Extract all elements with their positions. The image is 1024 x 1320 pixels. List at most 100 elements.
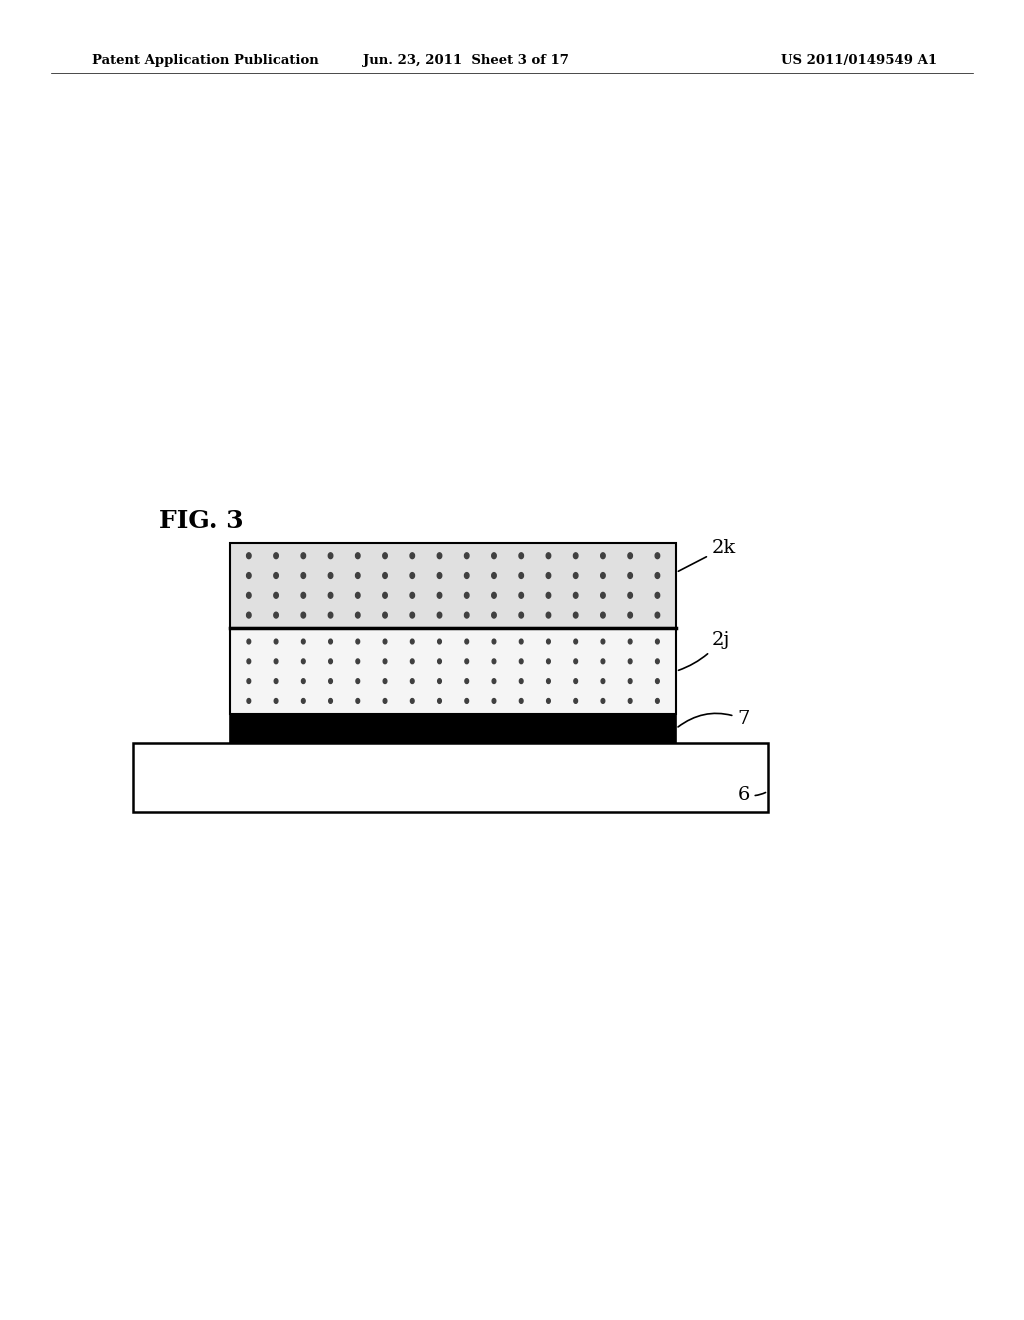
Circle shape [301,553,305,558]
Circle shape [273,593,279,598]
Circle shape [629,678,632,684]
Circle shape [492,593,497,598]
Circle shape [411,678,414,684]
Circle shape [329,639,333,644]
Circle shape [519,659,523,664]
Circle shape [274,639,278,644]
Circle shape [573,698,578,704]
Circle shape [601,698,605,704]
Circle shape [355,573,360,578]
Circle shape [655,612,659,618]
Circle shape [493,678,496,684]
Circle shape [355,553,360,558]
Circle shape [301,612,305,618]
Circle shape [465,698,469,704]
Circle shape [329,553,333,558]
Circle shape [629,698,632,704]
Circle shape [519,593,523,598]
Circle shape [437,639,441,644]
Circle shape [601,659,605,664]
Circle shape [493,659,496,664]
Text: FIG. 3: FIG. 3 [159,510,244,533]
Circle shape [546,573,551,578]
Circle shape [465,639,469,644]
Circle shape [465,553,469,558]
Circle shape [546,553,551,558]
Circle shape [383,553,387,558]
Circle shape [273,573,279,578]
Circle shape [437,553,441,558]
Bar [230,543,676,628]
Circle shape [411,639,414,644]
Circle shape [247,639,251,644]
Circle shape [601,678,605,684]
Circle shape [655,573,659,578]
Circle shape [547,659,550,664]
Circle shape [492,573,497,578]
Circle shape [573,659,578,664]
Circle shape [465,612,469,618]
Circle shape [383,698,387,704]
Circle shape [411,659,414,664]
Circle shape [601,612,605,618]
Circle shape [247,573,251,578]
Circle shape [573,639,578,644]
Circle shape [437,593,441,598]
Circle shape [356,698,359,704]
Circle shape [546,593,551,598]
Circle shape [355,612,360,618]
Circle shape [437,612,441,618]
Circle shape [601,573,605,578]
Circle shape [655,698,659,704]
Circle shape [247,678,251,684]
Circle shape [629,639,632,644]
Circle shape [437,659,441,664]
Circle shape [273,553,279,558]
Circle shape [655,659,659,664]
Circle shape [628,612,633,618]
Circle shape [519,639,523,644]
Circle shape [519,698,523,704]
Text: 2j: 2j [679,631,730,671]
Bar [230,628,676,714]
Circle shape [546,612,551,618]
Circle shape [465,659,469,664]
Circle shape [301,698,305,704]
Circle shape [493,698,496,704]
Circle shape [437,678,441,684]
Text: Jun. 23, 2011  Sheet 3 of 17: Jun. 23, 2011 Sheet 3 of 17 [362,54,569,67]
Circle shape [301,659,305,664]
Circle shape [247,659,251,664]
Circle shape [273,612,279,618]
Circle shape [329,659,333,664]
Circle shape [329,678,333,684]
Circle shape [410,612,415,618]
Circle shape [465,573,469,578]
Circle shape [492,553,497,558]
Circle shape [547,698,550,704]
Circle shape [247,593,251,598]
Circle shape [329,593,333,598]
Circle shape [355,593,360,598]
Circle shape [573,678,578,684]
Circle shape [383,593,387,598]
Circle shape [301,678,305,684]
Circle shape [411,698,414,704]
Circle shape [547,678,550,684]
Circle shape [329,698,333,704]
Circle shape [601,639,605,644]
Circle shape [573,593,578,598]
Circle shape [383,612,387,618]
Circle shape [492,612,497,618]
Circle shape [547,639,550,644]
Circle shape [274,698,278,704]
Circle shape [437,573,441,578]
Circle shape [573,553,578,558]
Circle shape [628,553,633,558]
Circle shape [410,573,415,578]
Text: Patent Application Publication: Patent Application Publication [92,54,318,67]
Circle shape [301,639,305,644]
Circle shape [329,612,333,618]
Circle shape [356,639,359,644]
Circle shape [629,659,632,664]
